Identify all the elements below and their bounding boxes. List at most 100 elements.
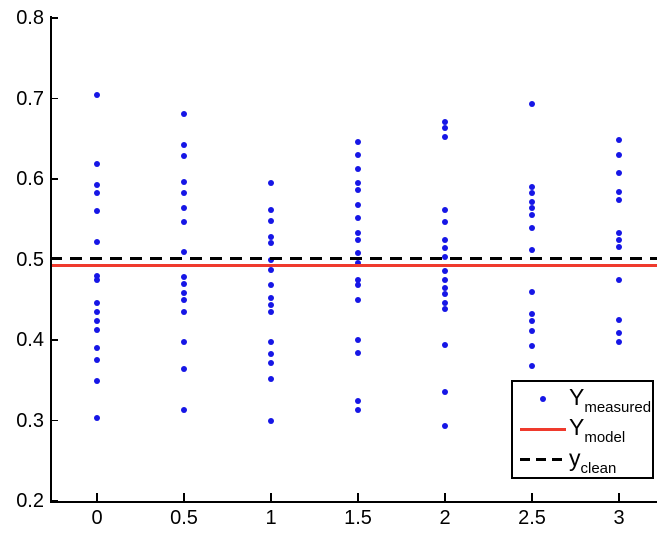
data-point — [616, 229, 622, 236]
data-point — [355, 215, 361, 222]
data-point — [442, 341, 448, 348]
legend-label-sub: clean — [580, 459, 617, 477]
data-point — [181, 296, 187, 303]
data-point — [529, 225, 535, 232]
y-tick — [50, 258, 58, 261]
x-tick — [618, 493, 620, 501]
data-point — [181, 142, 187, 149]
data-point — [442, 291, 448, 298]
data-point — [268, 240, 274, 247]
data-point — [181, 152, 187, 159]
data-point — [268, 233, 274, 240]
y-tick — [50, 419, 58, 422]
data-point — [94, 277, 100, 284]
x-tick-label: 1.5 — [344, 507, 372, 529]
y-tick-label: 0.4 — [16, 329, 44, 351]
data-point — [94, 92, 100, 99]
data-point — [181, 280, 187, 287]
data-point — [355, 187, 361, 194]
data-point — [442, 207, 448, 214]
data-point — [529, 288, 535, 295]
data-point — [181, 274, 187, 281]
data-point — [442, 125, 448, 132]
y-tick-label: 0.8 — [16, 7, 44, 29]
x-tick — [531, 493, 533, 501]
data-point — [94, 238, 100, 245]
x-tick — [270, 493, 272, 501]
data-point — [268, 308, 274, 315]
data-point — [616, 188, 622, 195]
data-point — [616, 196, 622, 203]
data-point — [181, 308, 187, 315]
y-tick-label: 0.3 — [16, 409, 44, 432]
x-tick-label: 2.5 — [518, 507, 546, 529]
legend-entry-y-measured: Ymeasured — [517, 384, 652, 417]
data-point — [268, 180, 274, 187]
legend-entry-y-model: Ymodel — [517, 414, 652, 447]
data-point — [181, 365, 187, 372]
y-tick-label: 0.5 — [16, 248, 44, 271]
data-point — [181, 338, 187, 345]
data-point — [616, 237, 622, 244]
data-point — [94, 357, 100, 364]
data-point — [442, 237, 448, 244]
legend: Ymeasured Ymodel yclean — [511, 380, 654, 479]
data-point — [355, 282, 361, 289]
data-point — [94, 160, 100, 167]
data-point — [442, 254, 448, 261]
data-point — [355, 296, 361, 303]
data-point — [355, 259, 361, 266]
data-point — [94, 415, 100, 422]
data-point — [94, 318, 100, 325]
legend-sample-measured — [517, 396, 569, 403]
data-point — [355, 250, 361, 257]
data-point — [94, 272, 100, 279]
data-point — [355, 398, 361, 405]
data-point — [355, 349, 361, 356]
x-tick-label: 2 — [439, 507, 451, 529]
data-point — [616, 243, 622, 250]
data-point — [529, 190, 535, 197]
x-tick — [183, 493, 185, 501]
y-model-line — [50, 263, 657, 267]
data-point — [268, 418, 274, 425]
legend-label-main: Y — [569, 384, 585, 411]
data-point — [268, 350, 274, 357]
data-point — [616, 137, 622, 144]
legend-label-y-measured: Ymeasured — [569, 384, 651, 417]
data-point — [442, 299, 448, 306]
x-axis-spine — [50, 501, 657, 503]
data-point — [529, 317, 535, 324]
data-point — [268, 338, 274, 345]
data-point — [442, 218, 448, 225]
data-point — [181, 179, 187, 186]
data-point — [442, 423, 448, 430]
data-point — [181, 218, 187, 225]
data-point — [94, 345, 100, 352]
data-point — [94, 299, 100, 306]
x-tick — [96, 493, 98, 501]
legend-label-y-clean: yclean — [569, 446, 616, 477]
x-tick — [444, 493, 446, 501]
data-point — [442, 276, 448, 283]
y-clean-dashed-line — [50, 257, 657, 261]
legend-label-main: Y — [569, 414, 585, 441]
y-tick — [50, 17, 58, 19]
data-point — [529, 212, 535, 219]
x-tick — [357, 493, 359, 501]
y-tick — [50, 178, 58, 180]
data-point — [181, 110, 187, 117]
data-point — [529, 204, 535, 211]
dashed-line-icon — [520, 458, 566, 462]
legend-label-y-model: Ymodel — [569, 414, 625, 447]
data-point — [529, 362, 535, 369]
x-tick-label: 1 — [265, 507, 277, 529]
data-point — [529, 328, 535, 335]
data-point — [355, 201, 361, 208]
data-point — [616, 151, 622, 158]
y-tick — [50, 500, 58, 502]
y-tick-label: 0.7 — [16, 87, 44, 110]
data-point — [616, 170, 622, 177]
data-point — [268, 266, 274, 273]
solid-line-icon — [520, 427, 566, 431]
